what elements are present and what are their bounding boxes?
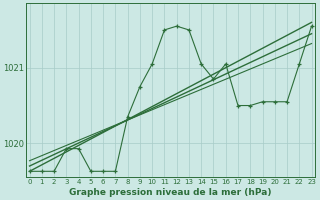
X-axis label: Graphe pression niveau de la mer (hPa): Graphe pression niveau de la mer (hPa): [69, 188, 272, 197]
